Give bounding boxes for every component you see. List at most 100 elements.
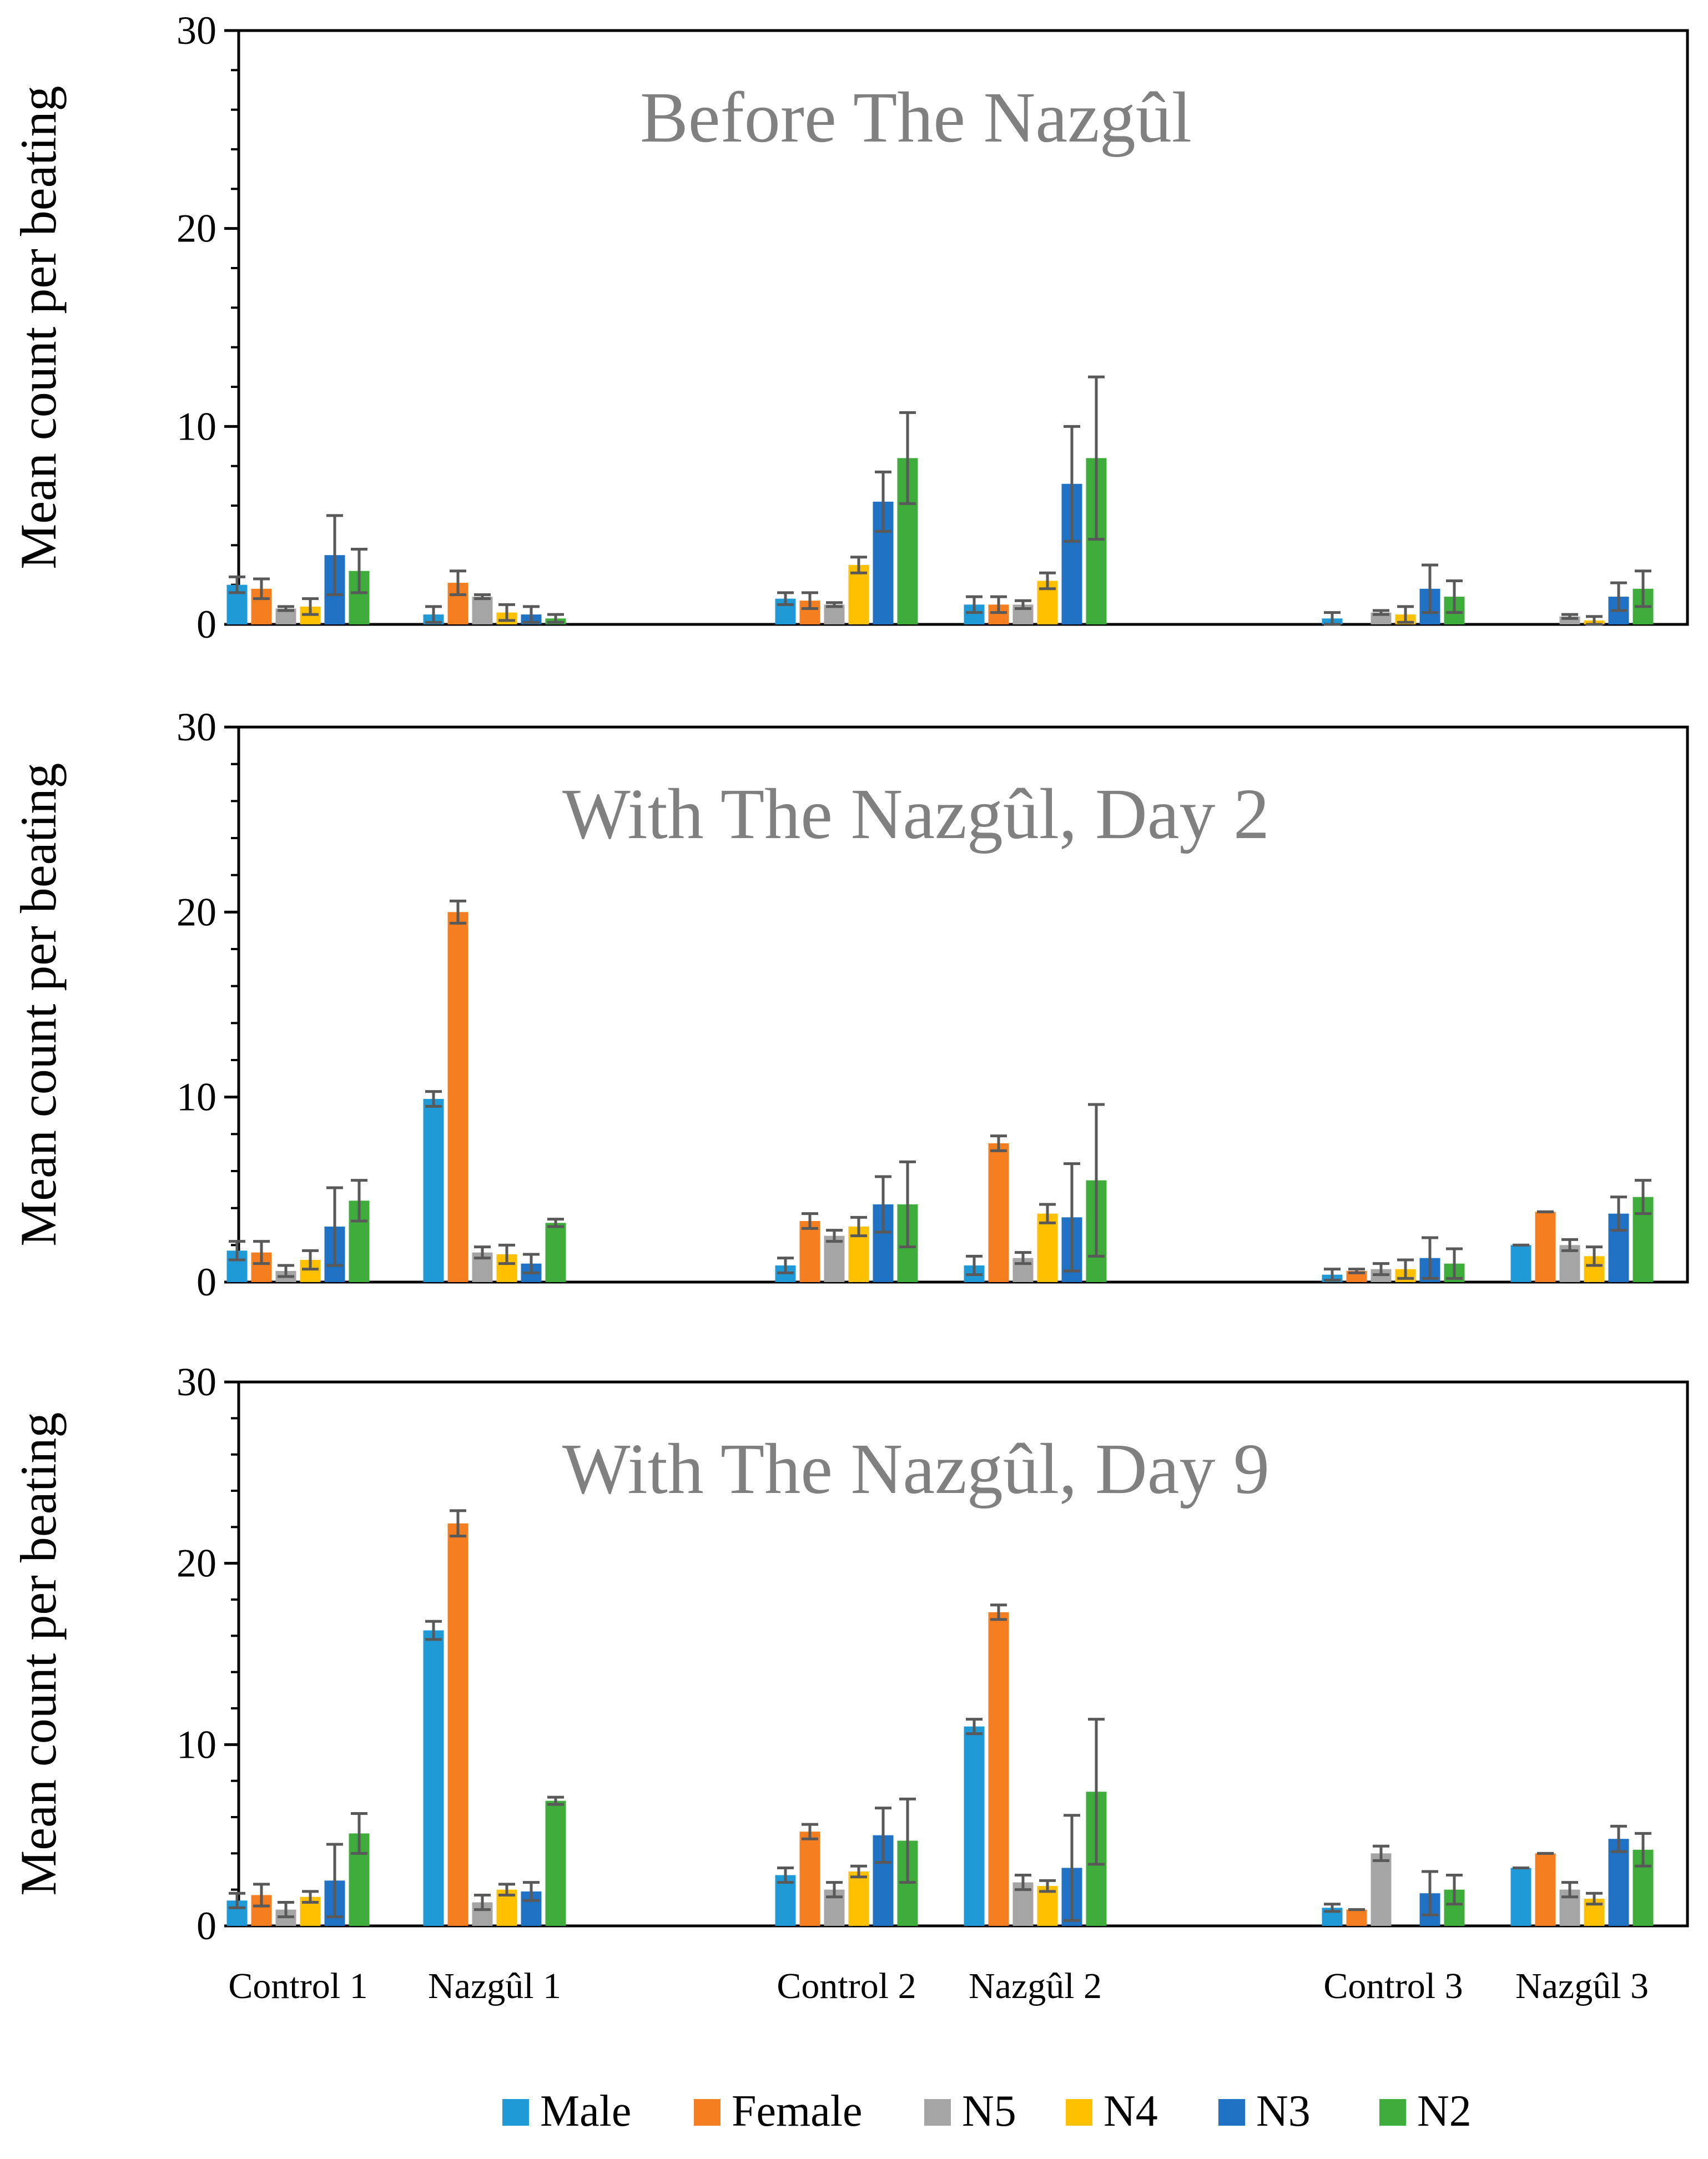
error-bar <box>1561 1238 1578 1252</box>
panel-1: 0 10 20 30 Mean count per beating Before The … <box>10 8 1689 647</box>
error-bar <box>253 1240 270 1265</box>
legend-label: N5 <box>962 2087 1016 2136</box>
error-bar <box>278 1901 294 1919</box>
panel-3: 0 10 20 30 Mean count per beating With The Na… <box>10 1360 1689 1948</box>
error-bar <box>1610 581 1627 612</box>
error-bar <box>523 605 540 624</box>
bar-n4-3 <box>848 1872 869 1926</box>
error-bar <box>899 1797 916 1884</box>
error-bar <box>523 1881 540 1902</box>
error-bar <box>990 1134 1007 1152</box>
category-label: Control 1 <box>228 1966 367 2006</box>
category-label: Nazgûl 2 <box>969 1966 1102 2006</box>
y-tick-label: 20 <box>177 890 216 934</box>
error-bar <box>802 1212 818 1230</box>
plot-frame <box>237 725 1689 1284</box>
legend-item-n5: N5 <box>924 2087 1016 2136</box>
y-tick-label: 0 <box>197 1904 216 1948</box>
error-bar <box>1561 1881 1578 1899</box>
bar-male-6 <box>1510 1868 1531 1926</box>
legend-label: N2 <box>1417 2087 1472 2136</box>
error-bar <box>498 1243 515 1265</box>
error-bar <box>1039 1203 1056 1224</box>
error-bar <box>547 1218 564 1228</box>
legend-label: N3 <box>1256 2087 1311 2136</box>
y-tick-label: 20 <box>177 1541 216 1586</box>
error-bar <box>1610 1824 1627 1853</box>
error-bar <box>1586 615 1603 626</box>
y-tick-label: 20 <box>177 206 216 251</box>
error-bar <box>302 597 319 616</box>
category-label: Control 3 <box>1323 1966 1463 2006</box>
error-bar <box>278 605 294 612</box>
error-bar <box>899 1160 916 1249</box>
legend-item-female: Female <box>694 2087 862 2136</box>
y-tick-label: 10 <box>177 1722 216 1767</box>
error-bar <box>1446 1874 1463 1906</box>
category-label: Nazgûl 1 <box>428 1966 561 2006</box>
error-bar <box>777 1257 794 1274</box>
error-bar <box>253 1883 270 1908</box>
error-bar <box>1422 563 1438 614</box>
error-bar <box>990 595 1007 614</box>
bar-n5-3 <box>824 1235 845 1282</box>
legend-label: Male <box>540 2087 631 2136</box>
y-tick-label: 30 <box>177 8 216 53</box>
error-bar <box>1373 1262 1389 1277</box>
category-label: Nazgûl 3 <box>1515 1966 1649 2006</box>
panel-title: With The Nazgûl, Day 9 <box>562 1429 1269 1509</box>
error-bar <box>826 1229 843 1243</box>
bar-female-3 <box>799 1832 820 1926</box>
category-label: Control 2 <box>777 1966 916 2006</box>
legend-item-n3: N3 <box>1218 2087 1311 2136</box>
y-tick-label: 10 <box>177 404 216 448</box>
error-bar <box>326 514 343 596</box>
error-bar <box>777 591 794 606</box>
error-bar <box>1635 1832 1651 1868</box>
error-bar <box>547 1795 564 1806</box>
error-bar <box>229 1891 245 1909</box>
error-bar <box>1446 1247 1463 1280</box>
error-bar <box>1635 569 1651 608</box>
bar-female-3 <box>799 1221 820 1282</box>
y-tick-label: 0 <box>197 602 216 647</box>
error-bar <box>1610 1195 1627 1232</box>
error-bar <box>450 899 466 925</box>
error-bar <box>1015 599 1031 610</box>
y-tick-label: 30 <box>177 1360 216 1404</box>
legend-swatch <box>502 2099 529 2126</box>
legend: Male Female N5 N4 N3 N2 <box>502 2087 1472 2136</box>
error-bar <box>1422 1870 1438 1916</box>
y-tick-label: 30 <box>177 705 216 749</box>
bar-female-5 <box>1346 1909 1367 1926</box>
error-bar <box>450 569 466 596</box>
bar-female-4 <box>988 1612 1009 1926</box>
error-bar <box>802 1823 818 1840</box>
y-tick-label: 10 <box>177 1075 216 1119</box>
error-bar <box>1015 1874 1031 1891</box>
error-bar <box>425 605 442 624</box>
error-bar <box>1064 1814 1080 1922</box>
error-bar <box>1064 1162 1080 1273</box>
bar-n2-2 <box>545 1800 566 1926</box>
error-bar <box>1586 1891 1603 1906</box>
error-bar <box>474 1893 491 1911</box>
panel-title: Before The Nazgûl <box>640 78 1192 158</box>
error-bar <box>1088 1718 1105 1866</box>
error-bar <box>302 1249 319 1271</box>
legend-item-n4: N4 <box>1066 2087 1158 2136</box>
error-bar <box>802 591 818 610</box>
error-bar <box>474 593 491 601</box>
error-bar <box>523 1253 540 1274</box>
error-bar <box>1088 1103 1105 1258</box>
error-bar <box>1015 1251 1031 1265</box>
error-bar <box>966 1254 983 1277</box>
error-bar <box>850 556 867 574</box>
bar-n4-4 <box>1037 1213 1058 1282</box>
error-bar <box>326 1186 343 1267</box>
error-bar <box>498 1883 515 1896</box>
y-axis-label: Mean count per beating <box>10 1412 67 1895</box>
error-bar <box>1064 425 1080 543</box>
bar-male-2 <box>423 1630 444 1926</box>
